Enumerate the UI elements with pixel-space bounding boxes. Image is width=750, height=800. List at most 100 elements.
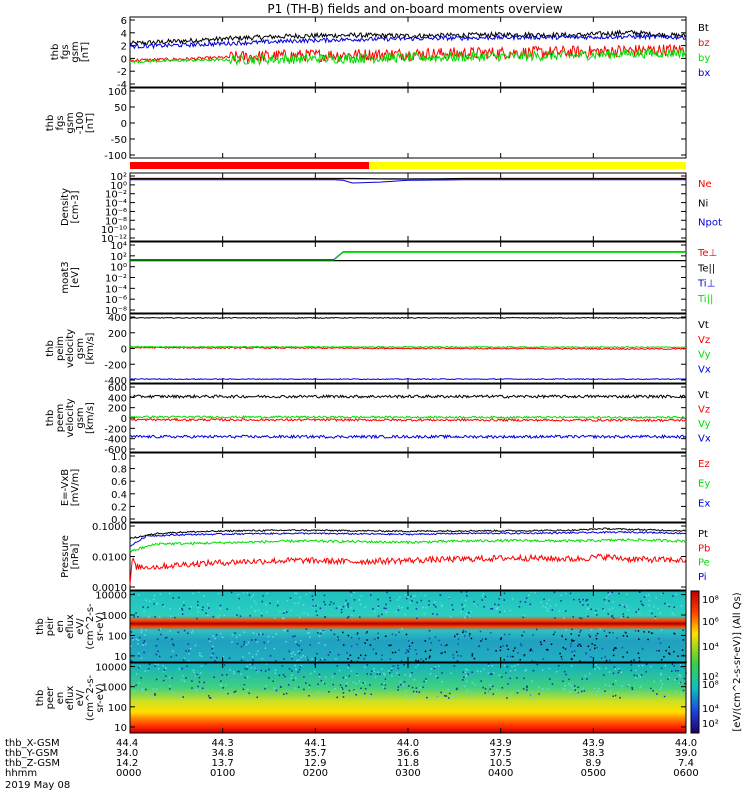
spectrogram-pixel bbox=[618, 592, 620, 595]
spectrogram-pixel bbox=[476, 605, 478, 607]
legend-entry: Pt bbox=[698, 529, 708, 540]
spectrogram-pixel bbox=[133, 592, 135, 595]
spectrogram-pixel bbox=[156, 688, 158, 690]
spectrogram-pixel bbox=[463, 616, 466, 619]
spectrogram-pixel bbox=[411, 600, 413, 602]
x-axis-row-label: hhmm bbox=[5, 768, 37, 779]
spectrogram-pixel bbox=[260, 632, 262, 635]
spectrogram-pixel bbox=[520, 644, 523, 647]
spectrogram-pixel bbox=[230, 591, 233, 594]
spectrogram-pixel bbox=[481, 595, 484, 597]
spectrogram-pixel bbox=[581, 687, 584, 689]
spectrogram-pixel bbox=[264, 687, 266, 690]
spectrogram-pixel bbox=[626, 651, 629, 654]
spectrogram-pixel bbox=[451, 695, 454, 698]
x-axis-row-label: thb_Z-GSM bbox=[5, 758, 60, 769]
spectrogram-pixel bbox=[146, 692, 148, 695]
spectrogram-pixel bbox=[630, 664, 633, 666]
spectrogram-pixel bbox=[341, 688, 344, 690]
spectrogram-pixel bbox=[237, 670, 239, 673]
spectrogram-pixel bbox=[671, 663, 674, 666]
spectrogram-pixel bbox=[363, 692, 366, 695]
spectrogram-pixel bbox=[660, 593, 663, 595]
spectrogram-pixel bbox=[608, 600, 610, 602]
spectrogram-pixel bbox=[608, 608, 611, 611]
spectrogram-pixel bbox=[305, 628, 308, 630]
spectrogram-pixel bbox=[668, 646, 671, 648]
x-axis-value: 14.2 bbox=[116, 758, 138, 769]
y-tick-label: 50 bbox=[114, 103, 127, 114]
spectrogram-pixel bbox=[386, 591, 388, 594]
y-axis-label-line: en bbox=[55, 692, 66, 705]
spectrogram-pixel bbox=[384, 684, 387, 686]
spectrogram-pixel bbox=[349, 607, 352, 609]
y-tick-label: 10⁰ bbox=[110, 181, 127, 192]
series-line-Pi bbox=[130, 530, 687, 547]
spectrogram-pixel bbox=[299, 666, 302, 668]
spectrogram-pixel bbox=[158, 655, 161, 658]
spectrogram-pixel bbox=[243, 631, 245, 633]
spectrogram-pixel bbox=[499, 638, 502, 641]
spectrogram-pixel bbox=[377, 598, 379, 601]
spectrogram-pixel bbox=[530, 591, 532, 593]
y-tick-label: -200 bbox=[104, 360, 127, 371]
legend-entry: Ez bbox=[698, 459, 710, 470]
spectrogram-pixel bbox=[451, 604, 453, 606]
spectrogram-pixel bbox=[637, 665, 640, 667]
spectrogram-pixel bbox=[298, 686, 300, 688]
spectrogram-pixel bbox=[340, 608, 343, 611]
spectrogram-pixel bbox=[624, 631, 626, 633]
spectrogram-pixel bbox=[576, 690, 579, 693]
spectrogram-pixel bbox=[653, 605, 655, 608]
y-axis-label-line: -100 bbox=[75, 112, 86, 135]
spectrogram-pixel bbox=[683, 666, 686, 669]
y-axis-label-line: thb bbox=[50, 44, 61, 61]
y-tick-label: 1000 bbox=[102, 683, 127, 694]
spectrogram-pixel bbox=[579, 643, 581, 646]
spectrogram-pixel bbox=[200, 665, 203, 667]
spectrogram-pixel bbox=[586, 678, 588, 680]
x-axis-value: 43.9 bbox=[582, 738, 604, 749]
spectrogram-pixel bbox=[650, 687, 652, 690]
spectrogram-pixel bbox=[272, 636, 274, 638]
x-axis-value: 37.5 bbox=[490, 748, 512, 759]
spectrogram-pixel bbox=[463, 676, 465, 678]
spectrogram-pixel bbox=[441, 672, 443, 674]
spectrogram-pixel bbox=[517, 663, 519, 666]
spectrogram-pixel bbox=[562, 688, 565, 690]
spectrogram-pixel bbox=[197, 604, 199, 606]
spectrogram-pixel bbox=[436, 613, 439, 616]
spectrogram-pixel bbox=[402, 683, 405, 686]
spectrogram-pixel bbox=[298, 652, 301, 654]
spectrogram-pixel bbox=[516, 692, 519, 694]
y-tick-label: 0.0100 bbox=[92, 553, 127, 564]
spectrogram-pixel bbox=[381, 668, 383, 670]
spectrogram-pixel bbox=[621, 685, 623, 687]
spectrogram-pixel bbox=[622, 635, 625, 637]
y-tick-label: 400 bbox=[108, 313, 127, 324]
y-tick-label: 10⁻² bbox=[105, 190, 127, 201]
spectrogram-pixel bbox=[677, 669, 679, 672]
spectrogram-pixel bbox=[595, 609, 597, 612]
spectrogram-pixel bbox=[300, 649, 303, 651]
spectrogram-pixel bbox=[579, 601, 581, 603]
y-axis-label-line: peer bbox=[45, 686, 56, 710]
spectrogram-pixel bbox=[216, 616, 219, 619]
spectrogram-pixel bbox=[249, 663, 252, 665]
spectrogram-pixel bbox=[183, 657, 185, 660]
spectrogram-pixel bbox=[538, 686, 540, 689]
spectrogram-pixel bbox=[573, 639, 575, 642]
spectrogram-pixel bbox=[522, 616, 524, 619]
series-line-Vz bbox=[129, 346, 686, 351]
spectrogram-pixel bbox=[541, 669, 544, 671]
spectrogram-pixel bbox=[397, 686, 400, 688]
spectrogram-pixel bbox=[573, 598, 575, 601]
spectrogram-pixel bbox=[473, 603, 476, 605]
spectrogram-pixel bbox=[682, 629, 684, 631]
spectrogram-pixel bbox=[316, 652, 318, 655]
spectrogram-pixel bbox=[558, 664, 560, 667]
x-axis-value: 11.8 bbox=[397, 758, 419, 769]
spectrogram-pixel bbox=[425, 678, 427, 680]
spectrogram-pixel bbox=[428, 697, 431, 700]
spectrogram-pixel bbox=[198, 591, 200, 593]
